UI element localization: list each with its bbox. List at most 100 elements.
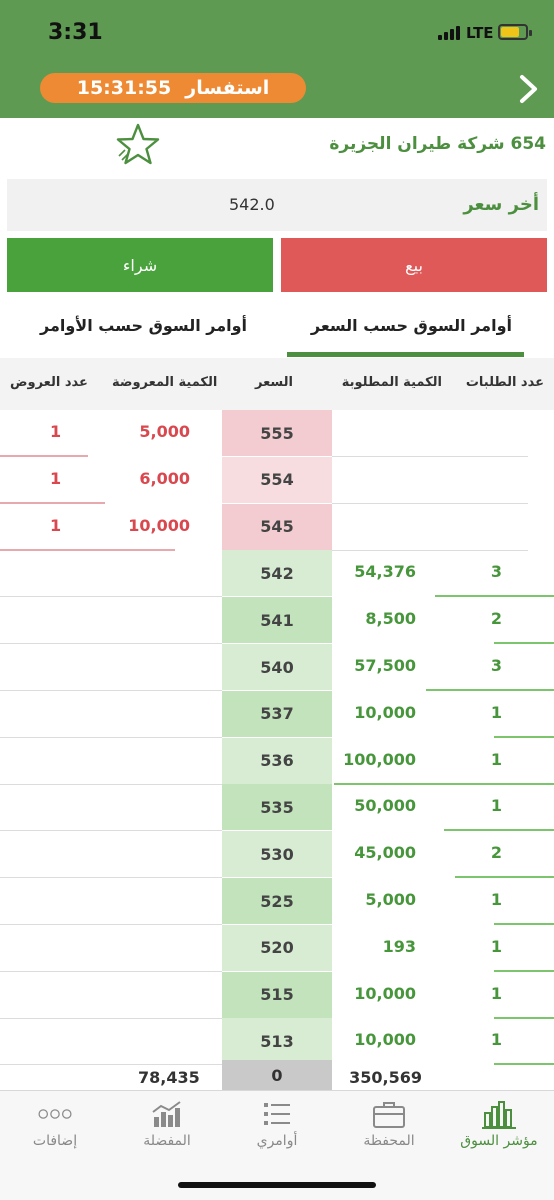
bid-depth-bar [426, 689, 554, 691]
ask-price: 545 [222, 503, 332, 550]
list-icon [264, 1103, 290, 1125]
bid-depth-bar [334, 782, 554, 785]
nav-label: المفضلة [143, 1133, 191, 1149]
row-divider [0, 643, 222, 645]
nav-my-orders[interactable]: أوامري [222, 1099, 332, 1149]
bid-qty: 10,000 [354, 1030, 416, 1050]
ask-count: 1 [50, 515, 62, 535]
bid-row[interactable]: 515 10,000 1 [0, 971, 554, 1019]
nav-label: أوامري [256, 1133, 298, 1149]
header-price: السعر [255, 375, 293, 390]
bid-qty: 10,000 [354, 702, 416, 722]
bid-row[interactable]: 541 8,500 2 [0, 597, 554, 645]
header-bid-qty: الكمية المطلوبة [341, 375, 442, 390]
row-divider [0, 877, 222, 879]
nav-extras[interactable]: إضافات [0, 1099, 110, 1149]
row-divider [332, 456, 528, 457]
bid-depth-bar [494, 735, 554, 738]
bid-row[interactable]: 542 54,376 3 [0, 550, 554, 598]
bid-row[interactable]: 537 10,000 1 [0, 690, 554, 738]
ask-row[interactable]: 554 6,000 1 [0, 456, 554, 504]
last-price-label: أخر سعر [463, 194, 539, 215]
bid-price: 525 [222, 878, 332, 924]
bid-price: 530 [222, 831, 332, 878]
bid-count: 1 [490, 1030, 502, 1050]
bid-count: 3 [490, 656, 502, 675]
total-ask-qty: 78,435 [138, 1068, 200, 1087]
header-ask-count: عدد العروض [10, 375, 88, 390]
bid-qty: 100,000 [343, 749, 416, 769]
last-price-value: 542.0 [229, 195, 275, 214]
ask-row[interactable]: 555 5,000 1 [0, 410, 554, 457]
app-header: 3:31 LTE استفسار 15:31:55 [0, 0, 554, 118]
inquiry-label: استفسار [185, 77, 270, 99]
bid-row[interactable]: 535 50,000 1 [0, 784, 554, 832]
bid-depth-bar [444, 829, 554, 832]
nav-favorites[interactable]: المفضلة [112, 1099, 222, 1149]
row-divider [0, 1064, 222, 1066]
header-bid-count: عدد الطلبات [465, 375, 544, 390]
ask-count: 1 [50, 422, 62, 441]
bid-price: 541 [222, 597, 332, 644]
nav-portfolio[interactable]: المحفظة [334, 1099, 444, 1149]
more-dots-icon [38, 1109, 72, 1119]
bid-depth-bar [494, 1063, 554, 1066]
favorite-star-icon[interactable] [114, 122, 162, 168]
bid-row[interactable]: 530 45,000 2 [0, 831, 554, 879]
bid-count: 1 [490, 890, 502, 909]
home-indicator [178, 1182, 376, 1188]
nav-label: المحفظة [363, 1133, 415, 1149]
nav-market-index[interactable]: مؤشر السوق [444, 1099, 554, 1149]
bid-depth-bar [494, 923, 554, 925]
totals-row: 78,435 0 350,569 [0, 1060, 554, 1090]
ask-depth-bar [0, 501, 105, 504]
header-ask-qty: الكمية المعروضة [112, 375, 218, 390]
bid-count: 3 [490, 562, 502, 582]
company-title: 654 شركة طيران الجزيرة [329, 134, 546, 154]
tab-orders-by-order[interactable]: أوامر السوق حسب الأوامر [40, 316, 248, 335]
bid-depth-bar [494, 642, 554, 645]
bid-price: 515 [222, 971, 332, 1018]
bid-count: 2 [490, 609, 502, 629]
ask-qty: 6,000 [139, 468, 190, 488]
bid-row[interactable]: 525 5,000 1 [0, 878, 554, 925]
ask-row[interactable]: 545 10,000 1 [0, 503, 554, 551]
total-price: 0 [222, 1060, 332, 1090]
ask-depth-bar [0, 455, 88, 457]
bid-count: 1 [490, 796, 502, 816]
bid-row[interactable]: 536 100,000 1 [0, 737, 554, 785]
bid-row[interactable]: 540 57,500 3 [0, 644, 554, 691]
inquiry-button[interactable]: استفسار 15:31:55 [40, 73, 306, 103]
nav-label: إضافات [32, 1133, 78, 1149]
bid-price: 520 [222, 924, 332, 971]
bid-count: 1 [490, 702, 502, 722]
bid-depth-bar [435, 595, 554, 598]
bid-qty: 45,000 [354, 843, 416, 863]
ask-count: 1 [50, 468, 62, 488]
bid-price: 540 [222, 644, 332, 690]
order-book-header: عدد الطلبات الكمية المطلوبة السعر الكمية… [0, 358, 554, 410]
bid-count: 1 [490, 983, 502, 1003]
trend-chart-icon [152, 1101, 181, 1127]
bid-qty: 193 [382, 936, 416, 956]
status-time: 3:31 [48, 20, 103, 45]
buy-button[interactable]: شراء [7, 238, 273, 292]
briefcase-icon [373, 1102, 405, 1128]
sell-button[interactable]: بيع [281, 238, 547, 292]
row-divider [332, 502, 528, 504]
bid-qty: 54,376 [354, 562, 416, 582]
network-label: LTE [466, 24, 494, 42]
bid-row[interactable]: 520 193 1 [0, 924, 554, 972]
bid-depth-bar [494, 1016, 554, 1019]
row-divider [332, 549, 528, 551]
signal-icon [438, 26, 464, 40]
bid-count: 1 [490, 749, 502, 769]
bar-chart-icon [482, 1101, 516, 1129]
tab-orders-by-price[interactable]: أوامر السوق حسب السعر [310, 316, 512, 335]
bid-row[interactable]: 513 10,000 1 [0, 1018, 554, 1066]
row-divider [0, 783, 222, 785]
chevron-right-icon[interactable] [512, 72, 546, 106]
bid-depth-bar [455, 876, 554, 879]
bid-qty: 50,000 [354, 796, 416, 816]
bid-price: 535 [222, 784, 332, 831]
